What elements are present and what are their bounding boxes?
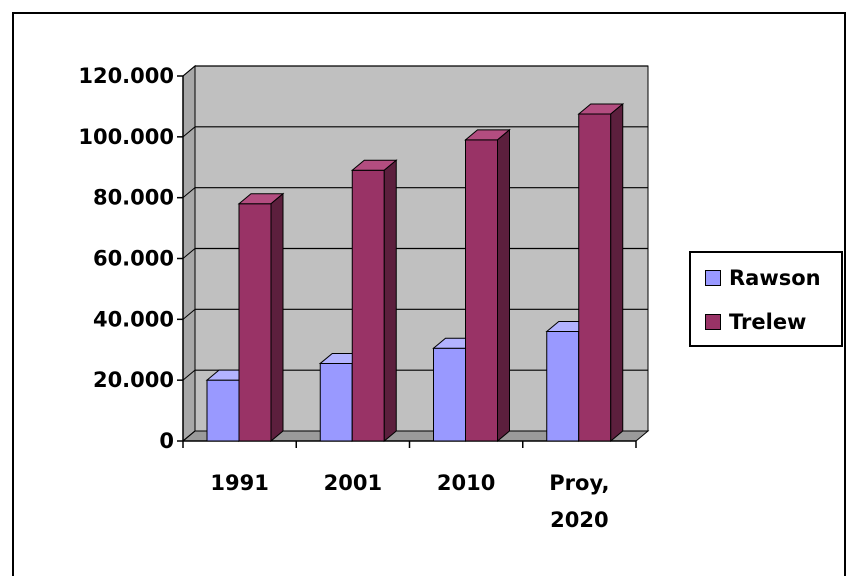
x-axis-category-labels: 1991 2001 2010 Proy, 2020 — [210, 471, 609, 532]
gridline-depth — [182, 369, 196, 381]
bar-front — [578, 113, 612, 442]
y-tick-label: 60.000 — [93, 247, 174, 271]
gridline-depth — [182, 308, 196, 320]
bar-trelew-1 — [350, 159, 398, 443]
bars — [205, 102, 625, 443]
y-tick-label: 100.000 — [78, 125, 174, 149]
chart-frame — [12, 12, 846, 576]
y-tick-label: 40.000 — [93, 307, 174, 331]
bar-front — [465, 139, 498, 442]
bar-front — [351, 169, 385, 442]
gridline-depth — [182, 248, 196, 259]
gridline-depth — [182, 126, 196, 138]
bar-side — [383, 159, 397, 443]
x-category-label: 2001 — [324, 471, 382, 495]
x-category-label: 2010 — [437, 471, 495, 495]
bar-side — [497, 128, 510, 443]
legend-swatch-rawson — [705, 270, 721, 286]
y-tick-label: 120.000 — [78, 64, 174, 88]
x-category-label: 1991 — [210, 471, 268, 495]
gridline-depth — [182, 430, 196, 442]
x-category-label: Proy, — [549, 471, 609, 495]
legend-label-trelew: Trelew — [729, 310, 807, 334]
gridline-depth — [182, 187, 196, 199]
bar-trelew-2 — [464, 128, 511, 443]
legend: Rawson Trelew — [689, 251, 843, 347]
bar-trelew-3 — [577, 102, 625, 443]
bar-side — [610, 102, 624, 443]
legend-item-trelew: Trelew — [705, 309, 806, 335]
legend-item-rawson: Rawson — [705, 265, 821, 291]
bar-front — [238, 203, 272, 442]
legend-label-rawson: Rawson — [729, 266, 821, 290]
bar-front — [206, 379, 240, 442]
x-category-label: 2020 — [550, 508, 608, 532]
bar-side — [270, 192, 284, 443]
bar-trelew-0 — [237, 192, 285, 443]
y-tick-label: 0 — [159, 429, 174, 453]
bar-front — [319, 362, 353, 442]
y-tick-label: 80.000 — [93, 186, 174, 210]
y-axis-tick-labels: 0 20.000 40.000 60.000 80.000 100.000 120.000 — [78, 64, 174, 453]
y-tick-label: 20.000 — [93, 368, 174, 392]
bar-front — [433, 347, 466, 442]
gridline-depth — [182, 65, 196, 77]
bar-front — [546, 331, 580, 442]
legend-swatch-trelew — [705, 314, 721, 330]
